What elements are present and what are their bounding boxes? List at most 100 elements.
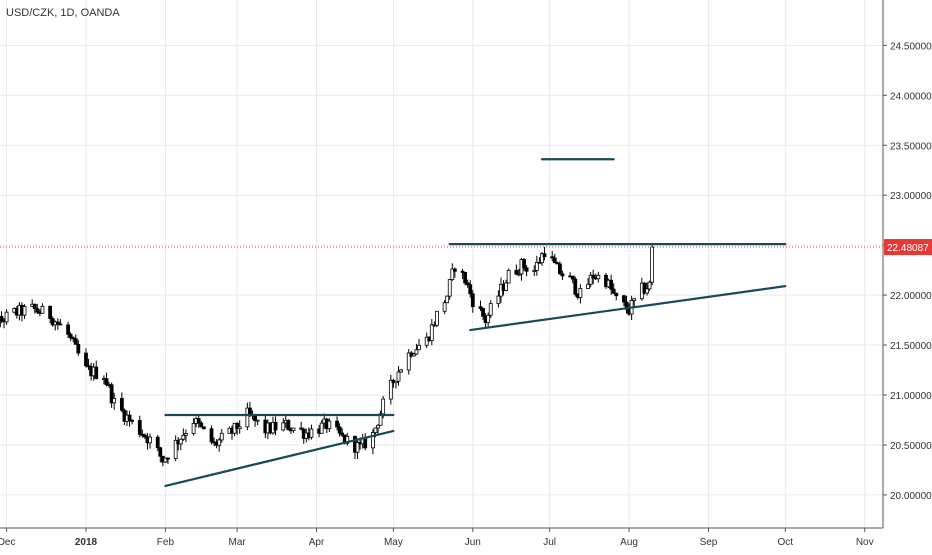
candle-body [453,269,456,271]
candle-body [525,268,528,271]
y-tick-label: 24.00000 [890,91,932,102]
candle-body [464,272,467,282]
candle-body [49,306,52,318]
candle [651,243,654,285]
candle [574,277,577,297]
candle-body [338,427,341,433]
candle-body [597,275,600,278]
y-tick-label: 21.00000 [890,391,932,402]
candle-body [543,254,546,257]
candle-body [471,294,474,307]
candle-body [36,309,39,313]
candle-body [220,433,223,440]
candle-body [33,304,36,308]
candle-body [69,334,72,337]
x-tick-label: Nov [856,537,874,548]
candle-body [489,304,492,316]
candle-body [197,419,200,423]
candle-body [131,420,134,421]
candle-body [156,437,159,448]
candle-body [397,372,400,381]
x-tick-label: Dec [0,537,15,548]
candle-body [446,296,449,303]
candle-body [415,350,418,354]
candle-body [587,284,590,288]
candle-body [166,458,169,459]
candle-body [138,420,141,434]
candle-body [310,429,313,437]
x-tick-label: Sep [700,537,718,548]
candle-body [292,428,295,430]
y-tick-label: 24.50000 [890,41,932,52]
candle-body [59,324,62,325]
x-tick-label: Aug [620,537,638,548]
x-tick-label: Mar [229,537,247,548]
x-tick-label: 2018 [75,537,98,548]
candle-body [192,423,195,433]
candle-body [120,398,123,410]
candle-body [515,270,518,274]
candle-body [469,285,472,294]
candle-body [610,280,613,289]
candle-body [0,316,3,320]
y-tick-label: 23.50000 [890,141,932,152]
candle-body [67,325,70,334]
candle-body [287,420,290,429]
candle-body [113,398,116,402]
candle-body [149,437,152,443]
candle-body [336,421,339,427]
candle-body [77,344,80,353]
candle-body [418,345,421,349]
candle-body [5,312,8,322]
candle-body [274,422,277,430]
candle-body [505,283,508,290]
candle-body [74,339,77,345]
candle-body [633,299,636,301]
candle-body [612,289,615,293]
candle-body [202,427,205,429]
chart-title: USD/CZK, 1D, OANDA [6,7,120,19]
candle-body [105,379,108,385]
y-tick-label: 20.50000 [890,441,932,452]
candle-body [179,439,182,444]
candle-body [85,353,88,366]
candle-body [210,429,213,442]
y-tick-label: 23.00000 [890,191,932,202]
candle-body [374,428,377,433]
candle-body [364,439,367,448]
candle-body [507,270,510,283]
candle [435,311,438,327]
candle-body [328,421,331,429]
candle-body [382,399,385,414]
candle-body [648,282,651,289]
candle-body [400,370,403,372]
candle-body [497,296,500,304]
last-price-label: 22.48087 [887,243,929,254]
candle-body [320,423,323,433]
candle-body [443,303,446,312]
x-tick-label: Jul [543,537,556,548]
candle-body [435,311,438,325]
x-tick-label: Oct [778,537,794,548]
candle-body [651,247,654,282]
candle-body [430,325,433,341]
candle-body [23,306,26,315]
candle-body [622,296,625,302]
candle-body [615,293,618,295]
x-tick-label: Apr [309,537,325,548]
candle-body [561,274,564,276]
x-tick-label: Feb [157,537,175,548]
candle-body [184,433,187,435]
candle-body [41,306,44,313]
candle-body [553,258,556,263]
candle-body [95,367,98,379]
x-tick-label: May [384,537,403,548]
candle-body [200,423,203,427]
candle-body [487,315,490,322]
candle-body [377,425,380,428]
candle-body [182,435,185,439]
candle [446,296,449,303]
candle-body [238,427,241,429]
